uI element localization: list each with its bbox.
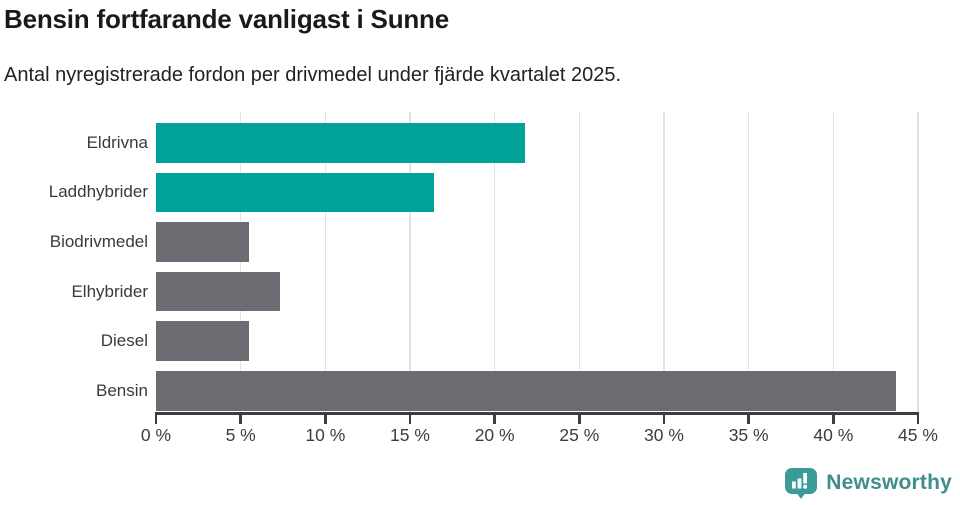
x-tick-label-45: 45 %	[898, 425, 938, 445]
category-label-eldrivna: Eldrivna	[86, 132, 148, 152]
x-tick-label-40: 40 %	[813, 425, 854, 445]
gridline-40	[832, 112, 835, 414]
x-axis-line	[155, 412, 919, 415]
page-title: Bensin fortfarande vanligast i Sunne	[4, 4, 449, 34]
gridline-30	[663, 112, 665, 414]
x-tick-label-0: 0 %	[140, 425, 172, 445]
newsworthy-logo: Newsworthy	[784, 467, 952, 499]
x-tick-45	[916, 415, 920, 424]
bar-elhybrider	[156, 271, 280, 312]
bar-laddhybrider	[156, 172, 434, 213]
x-tick-label-15: 15 %	[390, 425, 430, 445]
category-label-biodrivmedel: Biodrivmedel	[49, 231, 148, 251]
x-tick-0	[154, 415, 158, 424]
x-tick-label-25: 25 %	[559, 425, 600, 445]
category-label-diesel: Diesel	[100, 331, 148, 351]
x-tick-15	[408, 415, 412, 424]
chart-subtitle: Antal nyregistrerade fordon per drivmede…	[4, 64, 622, 86]
x-tick-40	[832, 415, 835, 424]
x-tick-label-5: 5 %	[225, 425, 256, 445]
bar-bensin	[156, 371, 896, 411]
x-tick-label-30: 30 %	[644, 425, 684, 445]
gridline-10	[324, 112, 327, 414]
gridline-20	[493, 112, 496, 414]
gridline-35	[747, 112, 750, 414]
category-label-elhybrider: Elhybrider	[71, 281, 148, 301]
category-label-bensin: Bensin	[96, 380, 148, 400]
bar-diesel	[156, 321, 250, 361]
x-tick-label-35: 35 %	[728, 425, 769, 445]
x-tick-5	[239, 415, 242, 424]
bar-chart-speech-bubble-icon	[785, 468, 818, 499]
category-label-laddhybrider: Laddhybrider	[48, 182, 148, 202]
x-tick-30	[662, 415, 666, 424]
gridline-45	[917, 112, 919, 414]
x-tick-label-20: 20 %	[474, 425, 515, 445]
x-tick-35	[747, 415, 750, 424]
gridline-15	[409, 112, 411, 414]
x-tick-10	[324, 415, 327, 424]
bar-chart-plot-area	[156, 112, 919, 414]
gridline-25	[578, 112, 581, 414]
x-tick-label-10: 10 %	[305, 425, 346, 445]
gridline-5	[239, 112, 242, 414]
brand-name: Newsworthy	[826, 471, 952, 494]
x-tick-20	[493, 415, 496, 424]
x-tick-25	[578, 415, 581, 424]
bar-biodrivmedel	[156, 222, 250, 262]
bar-eldrivna	[156, 123, 526, 163]
